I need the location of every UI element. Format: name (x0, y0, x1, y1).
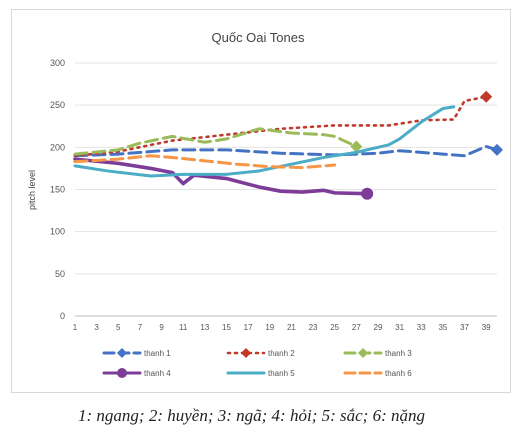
x-tick-label: 35 (438, 323, 447, 332)
x-tick-label: 37 (460, 323, 469, 332)
series-end-marker-4 (361, 187, 374, 200)
x-tick-label: 9 (159, 323, 164, 332)
x-tick-label: 17 (244, 323, 253, 332)
series-line-3 (73, 127, 358, 156)
legend-label: thanh 5 (268, 369, 295, 378)
series-line-4 (73, 157, 369, 196)
x-tick-label: 15 (222, 323, 231, 332)
x-tick-label: 11 (179, 323, 188, 332)
x-tick-label: 3 (94, 323, 99, 332)
legend-marker (117, 348, 127, 358)
x-tick-label: 23 (309, 323, 318, 332)
legend-marker (358, 348, 368, 358)
legend-marker (241, 348, 251, 358)
x-tick-label: 13 (200, 323, 209, 332)
y-tick-label: 0 (60, 311, 65, 321)
legend-item-6: thanh 6 (343, 369, 412, 378)
x-tick-label: 7 (138, 323, 143, 332)
legend-item-2: thanh 2 (226, 348, 295, 358)
chart-frame (11, 9, 511, 393)
legend-label: thanh 6 (385, 369, 412, 378)
y-tick-label: 250 (50, 100, 65, 110)
y-tick-label: 200 (50, 142, 65, 152)
legend-item-3: thanh 3 (343, 348, 412, 358)
x-tick-label: 31 (395, 323, 404, 332)
legend-label: thanh 3 (385, 349, 412, 358)
y-tick-label: 50 (55, 269, 65, 279)
legend-item-5: thanh 5 (226, 369, 295, 378)
legend-item-1: thanh 1 (102, 348, 171, 358)
x-tick-label: 25 (330, 323, 339, 332)
x-tick-label: 33 (417, 323, 426, 332)
x-tick-label: 5 (116, 323, 121, 332)
y-tick-label: 300 (50, 58, 65, 68)
series-end-marker-2 (480, 90, 493, 103)
legend-label: thanh 2 (268, 349, 295, 358)
series-line-5 (73, 105, 456, 178)
series-line-2 (73, 95, 488, 158)
x-tick-label: 39 (482, 323, 491, 332)
x-tick-label: 21 (287, 323, 296, 332)
x-tick-label: 27 (352, 323, 361, 332)
legend-marker (117, 368, 127, 378)
y-tick-label: 100 (50, 227, 65, 237)
chart-title: Quốc Oai Tones (212, 30, 305, 45)
legend-item-4: thanh 4 (102, 368, 171, 378)
legend-label: thanh 4 (144, 369, 171, 378)
series-line-1 (73, 144, 499, 158)
x-tick-label: 19 (265, 323, 274, 332)
y-tick-label: 150 (50, 185, 65, 195)
series-end-marker-3 (350, 140, 363, 153)
tone-caption: 1: ngang; 2: huyền; 3: ngã; 4: hỏi; 5: s… (78, 406, 425, 425)
y-axis-label: pitch level (27, 170, 37, 210)
x-tick-label: 29 (374, 323, 383, 332)
series-end-marker-1 (491, 143, 503, 156)
legend-label: thanh 1 (144, 349, 171, 358)
x-tick-label: 1 (73, 323, 78, 332)
series-line-6 (73, 154, 337, 170)
